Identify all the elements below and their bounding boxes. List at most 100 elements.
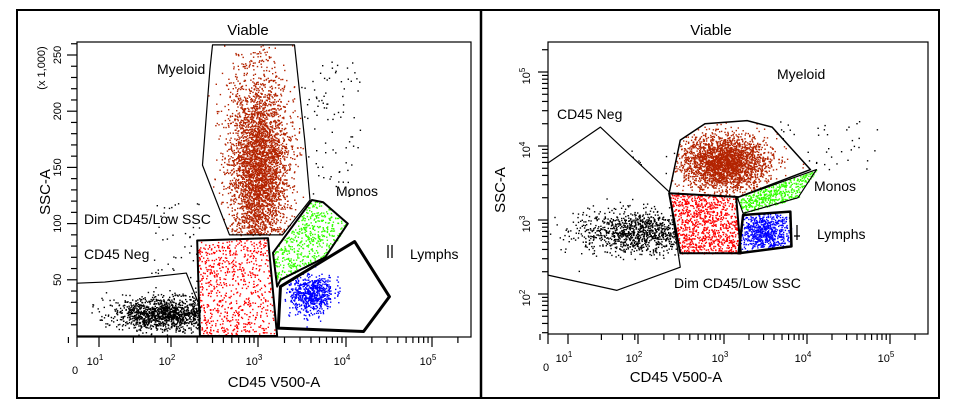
event-point (270, 87, 271, 88)
event-point (232, 184, 233, 185)
event-point (332, 235, 333, 236)
event-point (267, 118, 268, 119)
event-point (284, 140, 285, 141)
event-point (249, 217, 250, 218)
event-point (264, 179, 265, 180)
event-point (263, 103, 264, 104)
event-point (257, 139, 258, 140)
event-point (246, 298, 247, 299)
event-point (272, 142, 273, 143)
event-point (235, 310, 236, 311)
event-point (314, 218, 315, 219)
event-point (266, 79, 267, 80)
event-point (249, 190, 250, 191)
event-point (252, 226, 253, 227)
event-point (244, 272, 245, 273)
event-point (286, 189, 287, 190)
event-point (259, 297, 260, 298)
event-point (239, 152, 240, 153)
event-point (322, 256, 323, 257)
event-point (262, 177, 263, 178)
event-point (295, 229, 296, 230)
event-point (228, 118, 229, 119)
event-point (261, 248, 262, 249)
event-point (272, 228, 273, 229)
event-point (269, 80, 270, 81)
event-point (300, 261, 301, 262)
event-point (233, 99, 234, 100)
event-point (213, 300, 214, 301)
event-point (307, 225, 308, 226)
event-point (243, 227, 244, 228)
event-point (267, 97, 268, 98)
event-point (250, 327, 251, 328)
event-point (291, 208, 292, 209)
event-point (248, 215, 249, 216)
event-point (294, 110, 295, 111)
event-point (263, 170, 264, 171)
event-point (210, 272, 211, 273)
event-point (261, 186, 262, 187)
event-point (253, 52, 254, 53)
event-point (237, 125, 238, 126)
event-point (249, 262, 250, 263)
event-point (239, 269, 240, 270)
event-point (258, 191, 259, 192)
event-point (276, 201, 277, 202)
event-point (296, 240, 297, 241)
event-point (233, 200, 234, 201)
event-point (224, 284, 225, 285)
event-point (273, 220, 274, 221)
event-point (302, 259, 303, 260)
event-point (285, 240, 286, 241)
event-point (251, 133, 252, 134)
event-point (288, 152, 289, 153)
event-point (233, 168, 234, 169)
event-point (243, 163, 244, 164)
event-point (264, 76, 265, 77)
event-point (271, 138, 272, 139)
event-point (274, 166, 275, 167)
event-point (260, 325, 261, 326)
event-point (275, 146, 276, 147)
event-point (278, 88, 279, 89)
event-point (244, 199, 245, 200)
event-point (258, 154, 259, 155)
event-point (261, 178, 262, 179)
event-point (222, 194, 223, 195)
event-point (251, 244, 252, 245)
event-point (234, 85, 235, 86)
event-point (265, 243, 266, 244)
event-point (235, 76, 236, 77)
event-point (236, 143, 237, 144)
event-point (247, 227, 248, 228)
event-point (260, 133, 261, 134)
event-point (267, 309, 268, 310)
event-point (224, 162, 225, 163)
event-point (268, 168, 269, 169)
event-point (224, 158, 225, 159)
event-point (283, 89, 284, 90)
event-point (268, 199, 269, 200)
event-point (260, 265, 261, 266)
event-point (257, 145, 258, 146)
event-point (249, 184, 250, 185)
event-point (258, 88, 259, 89)
event-point (254, 159, 255, 160)
event-point (228, 109, 229, 110)
event-point (255, 109, 256, 110)
event-point (200, 300, 201, 301)
event-point (326, 237, 327, 238)
event-point (257, 153, 258, 154)
event-point (247, 233, 248, 234)
event-point (239, 160, 240, 161)
event-point (262, 195, 263, 196)
event-point (245, 183, 246, 184)
event-point (249, 224, 250, 225)
event-point (236, 226, 237, 227)
event-point (210, 330, 211, 331)
event-point (268, 216, 269, 217)
event-point (282, 193, 283, 194)
event-point (254, 248, 255, 249)
event-point (231, 262, 232, 263)
